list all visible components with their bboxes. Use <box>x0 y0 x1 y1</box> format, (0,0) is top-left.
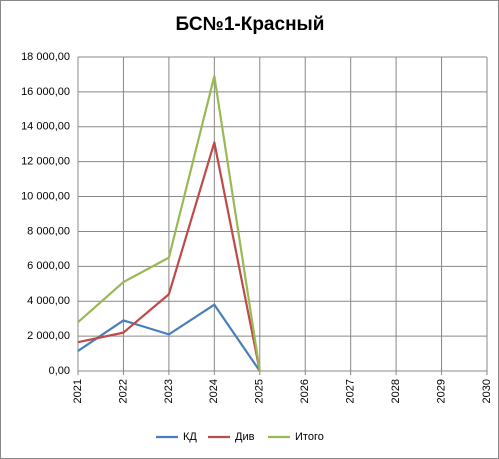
y-tick-label: 6 000,00 <box>27 260 70 272</box>
series-line <box>77 303 261 372</box>
y-tick-label: 10 000,00 <box>21 190 70 202</box>
series-line <box>77 75 261 372</box>
x-tick-label: 2022 <box>117 379 129 403</box>
legend-label: Див <box>235 431 255 443</box>
x-tick-label: 2028 <box>390 379 402 403</box>
series-line <box>77 141 261 372</box>
x-tick-label: 2021 <box>72 379 84 403</box>
y-tick-label: 4 000,00 <box>27 295 70 307</box>
legend-label: КД <box>183 431 197 443</box>
y-tick-label: 8 000,00 <box>27 225 70 237</box>
y-tick-label: 18 000,00 <box>21 51 70 63</box>
x-tick-label: 2026 <box>299 379 311 403</box>
y-tick-label: 16 000,00 <box>21 86 70 98</box>
y-tick-label: 0,00 <box>49 365 70 377</box>
legend-label: Итого <box>295 431 324 443</box>
x-tick-label: 2030 <box>481 379 493 403</box>
chart-title: БС№1-Красный <box>176 14 325 35</box>
x-tick-label: 2023 <box>163 379 175 403</box>
x-tick-label: 2029 <box>435 379 447 403</box>
y-tick-label: 14 000,00 <box>21 121 70 133</box>
y-tick-label: 12 000,00 <box>21 156 70 168</box>
x-tick-label: 2025 <box>254 379 266 403</box>
x-tick-label: 2027 <box>345 379 357 403</box>
x-tick-label: 2024 <box>208 379 220 403</box>
y-tick-label: 2 000,00 <box>27 330 70 342</box>
